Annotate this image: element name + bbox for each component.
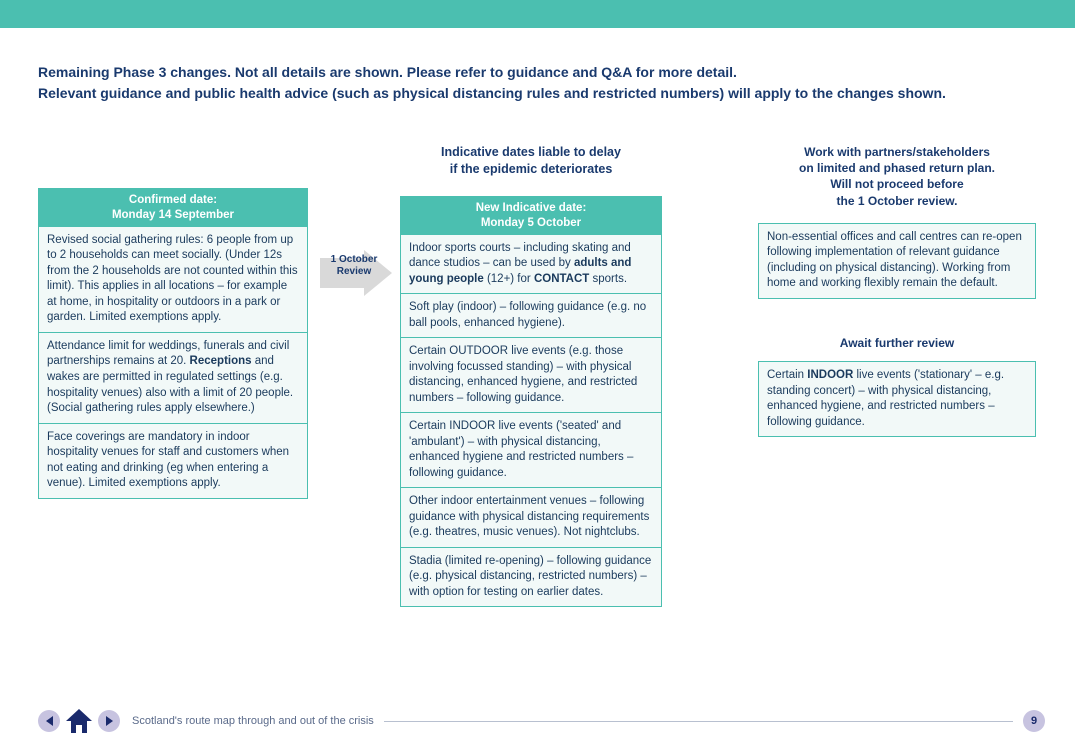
- chevron-right-icon: [106, 716, 113, 726]
- text-segment: Stadia (limited re-opening) – following …: [409, 555, 651, 598]
- text-segment: Certain INDOOR live events ('seated' and…: [409, 420, 633, 479]
- box-item: Soft play (indoor) – following guidance …: [401, 293, 661, 337]
- column-partners: Work with partners/stakeholderson limite…: [758, 144, 1036, 437]
- await-review-box: Certain INDOOR live events ('stationary'…: [758, 361, 1036, 437]
- home-button[interactable]: [66, 709, 92, 733]
- column-confirmed-date: Confirmed date: Monday 14 September Revi…: [38, 188, 308, 499]
- text-segment: Soft play (indoor) – following guidance …: [409, 301, 646, 329]
- nav-icons: [38, 709, 120, 733]
- prev-button[interactable]: [38, 710, 60, 732]
- box-item: Attendance limit for weddings, funerals …: [39, 332, 307, 423]
- mid-pre-header: Indicative dates liable to delay if the …: [400, 144, 662, 178]
- intro-text: Remaining Phase 3 changes. Not all detai…: [38, 62, 1037, 104]
- footer: Scotland's route map through and out of …: [38, 709, 1045, 733]
- box-item: Stadia (limited re-opening) – following …: [401, 547, 661, 607]
- mid-pre-line1: Indicative dates liable to delay: [441, 145, 621, 159]
- indicative-box: New Indicative date: Monday 5 October In…: [400, 196, 662, 608]
- confirmed-box: Confirmed date: Monday 14 September Revi…: [38, 188, 308, 499]
- mid-head-line1: New Indicative date:: [476, 202, 587, 214]
- text-segment: Certain: [767, 369, 807, 381]
- text-segment: Revised social gathering rules: 6 people…: [47, 234, 298, 324]
- mid-head-line2: Monday 5 October: [481, 217, 581, 229]
- columns: Confirmed date: Monday 14 September Revi…: [38, 144, 1037, 607]
- chevron-left-icon: [46, 716, 53, 726]
- text-segment: Other indoor entertainment venues – foll…: [409, 495, 649, 538]
- next-button[interactable]: [98, 710, 120, 732]
- right-top-header: Work with partners/stakeholderson limite…: [758, 144, 1036, 209]
- text-segment: sports.: [589, 273, 627, 285]
- text-segment: CONTACT: [534, 273, 589, 285]
- page-content: Remaining Phase 3 changes. Not all detai…: [0, 28, 1075, 607]
- footer-divider: [384, 721, 1013, 722]
- mid-pre-line2: if the epidemic deteriorates: [450, 162, 613, 176]
- text-segment: Face coverings are mandatory in indoor h…: [47, 431, 289, 490]
- review-arrow: 1 OctoberReview: [308, 254, 400, 296]
- text-segment: INDOOR: [807, 369, 853, 381]
- intro-line-1: Remaining Phase 3 changes. Not all detai…: [38, 62, 1037, 83]
- intro-line-2: Relevant guidance and public health advi…: [38, 83, 1037, 104]
- confirmed-head-line1: Confirmed date:: [129, 194, 217, 206]
- confirmed-box-header: Confirmed date: Monday 14 September: [39, 189, 307, 227]
- text-segment: (12+) for: [484, 273, 534, 285]
- box-item: Revised social gathering rules: 6 people…: [39, 227, 307, 332]
- home-icon: [66, 709, 92, 733]
- text-segment: Non-essential offices and call centres c…: [767, 231, 1022, 290]
- right-mid-header: Await further review: [758, 335, 1036, 351]
- top-bar: [0, 0, 1075, 28]
- box-item: Certain INDOOR live events ('seated' and…: [401, 412, 661, 487]
- column-indicative-date: Indicative dates liable to delay if the …: [400, 144, 662, 607]
- box-item: Other indoor entertainment venues – foll…: [401, 487, 661, 547]
- box-item: Face coverings are mandatory in indoor h…: [39, 423, 307, 498]
- confirmed-head-line2: Monday 14 September: [112, 209, 234, 221]
- box-item: Indoor sports courts – including skating…: [401, 235, 661, 294]
- text-segment: Certain OUTDOOR live events (e.g. those …: [409, 345, 637, 404]
- page-number: 9: [1023, 710, 1045, 732]
- arrow-label: 1 OctoberReview: [331, 254, 378, 278]
- footer-text: Scotland's route map through and out of …: [132, 715, 374, 727]
- offices-box: Non-essential offices and call centres c…: [758, 223, 1036, 299]
- box-item: Certain OUTDOOR live events (e.g. those …: [401, 337, 661, 412]
- indicative-box-header: New Indicative date: Monday 5 October: [401, 197, 661, 235]
- text-segment: Receptions: [190, 355, 252, 367]
